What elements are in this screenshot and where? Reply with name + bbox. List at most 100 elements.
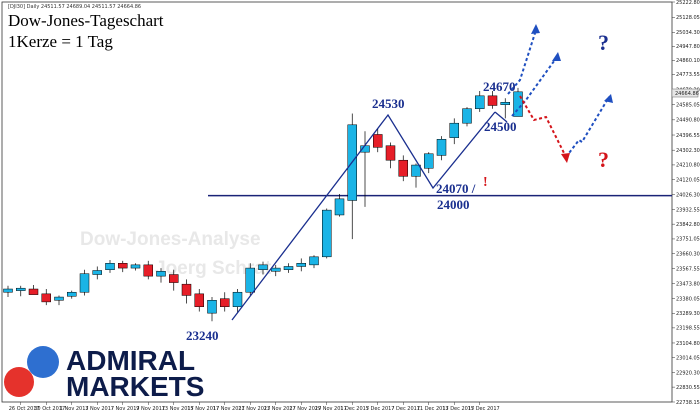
x-tick-label: 13 Nov 2017 (162, 406, 194, 412)
y-tick-label: 23751.05 (676, 237, 700, 243)
watermark-line-1: Dow-Jones-Analyse (80, 229, 261, 250)
label-24000: 24000 (437, 197, 470, 212)
scenario-down-arrow (519, 95, 567, 158)
candle-body-bearish (181, 283, 192, 296)
candle-body-bullish (3, 288, 13, 293)
candle-body-bullish (130, 264, 141, 269)
candle-body-bullish (411, 164, 421, 177)
y-tick-label: 23660.30 (676, 251, 700, 257)
x-tick-label: 7 Nov 2017 (111, 406, 140, 412)
candle-body-bullish (424, 153, 434, 169)
candle-body-bullish (16, 287, 26, 291)
candle-body-bearish (118, 263, 128, 269)
arrow-head-up-2 (552, 52, 561, 61)
label-23240: 23240 (186, 328, 219, 343)
y-axis: 25222.80 25128.05 25034.30 24947.80 24860.10… (672, 0, 700, 406)
y-tick-label: 23014.05 (676, 355, 700, 361)
candle-body-bullish (54, 296, 64, 301)
candle-body-bullish (475, 95, 485, 109)
analysis-lines (231, 111, 508, 321)
y-tick-label: 24490.80 (676, 118, 700, 124)
chart-subtitle: 1Kerze = 1 Tag (8, 32, 113, 51)
x-tick-label: 21 Nov 2017 (238, 406, 270, 412)
y-tick-label: 23932.55 (676, 208, 700, 214)
y-tick-label: 24210.80 (676, 163, 700, 169)
y-tick-label: 22738.15 (676, 400, 700, 406)
candle-body-bearish (169, 274, 179, 283)
candles (3, 87, 523, 322)
x-tick-label: 5 Dec 2017 (366, 406, 395, 412)
candle-body-bullish (105, 263, 115, 270)
y-tick-label: 24585.05 (676, 102, 700, 108)
candle-body-bearish (373, 134, 383, 148)
candle-body-bearish (41, 293, 51, 303)
arrow-head-up-1 (531, 24, 540, 34)
logo-text-line-2: MARKETS (66, 371, 204, 402)
candle-body-bullish (322, 209, 332, 258)
y-tick-label: 23104.80 (676, 341, 700, 347)
candle-body-bullish (67, 291, 77, 297)
logo-blue-circle (27, 346, 59, 378)
scenario-rebound-arrow (565, 96, 610, 158)
label-24530: 24530 (372, 96, 405, 111)
current-price-label: 24664.86 (675, 91, 699, 97)
candle-body-bullish (207, 300, 217, 314)
label-24670: 24670 (483, 79, 516, 94)
impulse-up-line (231, 111, 496, 321)
y-tick-label: 22830.55 (676, 385, 700, 391)
x-tick-label: 30 Oct 2017 (34, 406, 65, 412)
question-mark-up: ? (598, 30, 609, 55)
impulse-segment-4 (494, 111, 508, 123)
candle-body-bullish (462, 108, 472, 124)
y-tick-label: 23473.80 (676, 281, 700, 287)
y-tick-label: 23198.55 (676, 326, 700, 332)
candle-body-bearish (143, 264, 153, 277)
x-tick-label: 23 Nov 2017 (264, 406, 296, 412)
y-tick-label: 23567.55 (676, 266, 700, 272)
symbol-header: [DJI30] Daily 24511.57 24689.04 24511.57… (8, 4, 141, 10)
candle-body-bullish (513, 91, 523, 117)
candle-body-bearish (194, 293, 204, 307)
x-tick-label: 11 Dec 2017 (417, 406, 449, 412)
plot-frame (1, 1, 673, 403)
candle-body-bullish (309, 256, 319, 266)
candle-body-bullish (232, 291, 243, 307)
candle-body-bearish (385, 145, 396, 161)
candle-body-bullish (296, 263, 306, 267)
y-tick-label: 24947.80 (676, 44, 700, 50)
arrow-head-down (561, 153, 570, 163)
candle-body-bullish (436, 139, 447, 156)
y-tick-label: 25128.05 (676, 15, 700, 21)
y-tick-label: 23842.80 (676, 222, 700, 228)
x-tick-label: 27 Nov 2017 (289, 406, 321, 412)
candle-body-bullish (271, 267, 281, 272)
candle-body-bullish (283, 266, 294, 270)
x-tick-label: 7 Dec 2017 (391, 406, 420, 412)
label-24070: 24070 / (436, 181, 476, 196)
candle-body-bullish (500, 102, 510, 105)
exclamation-mark: ! (483, 175, 488, 190)
y-tick-label: 24860.10 (676, 58, 700, 64)
candle-body-bullish (449, 122, 459, 138)
chart-title: Dow-Jones-Tageschart (8, 11, 164, 30)
scenario-up-arrow-1 (507, 29, 537, 95)
question-mark-down: ? (598, 147, 609, 172)
candle-body-bearish (28, 288, 39, 295)
x-tick-label: 1 Dec 2017 (340, 406, 369, 412)
x-tick-label: 15 Nov 2017 (187, 406, 219, 412)
scenario-arrows (507, 29, 610, 158)
candle-body-bullish (334, 198, 345, 216)
y-tick-label: 22920.30 (676, 370, 700, 376)
logo-red-circle (4, 367, 34, 397)
y-tick-label: 24773.55 (676, 72, 700, 78)
candle-body-bearish (220, 298, 230, 307)
admiral-markets-logo: ADMIRAL MARKETS (4, 345, 204, 402)
candle-body-bullish (79, 273, 90, 293)
logo-text-line-1: ADMIRAL (66, 345, 195, 376)
candle-body-bullish (92, 270, 102, 275)
x-tick-label: 29 Nov 2017 (315, 406, 347, 412)
y-tick-label: 24302.30 (676, 148, 700, 154)
y-tick-label: 25222.80 (676, 0, 700, 6)
